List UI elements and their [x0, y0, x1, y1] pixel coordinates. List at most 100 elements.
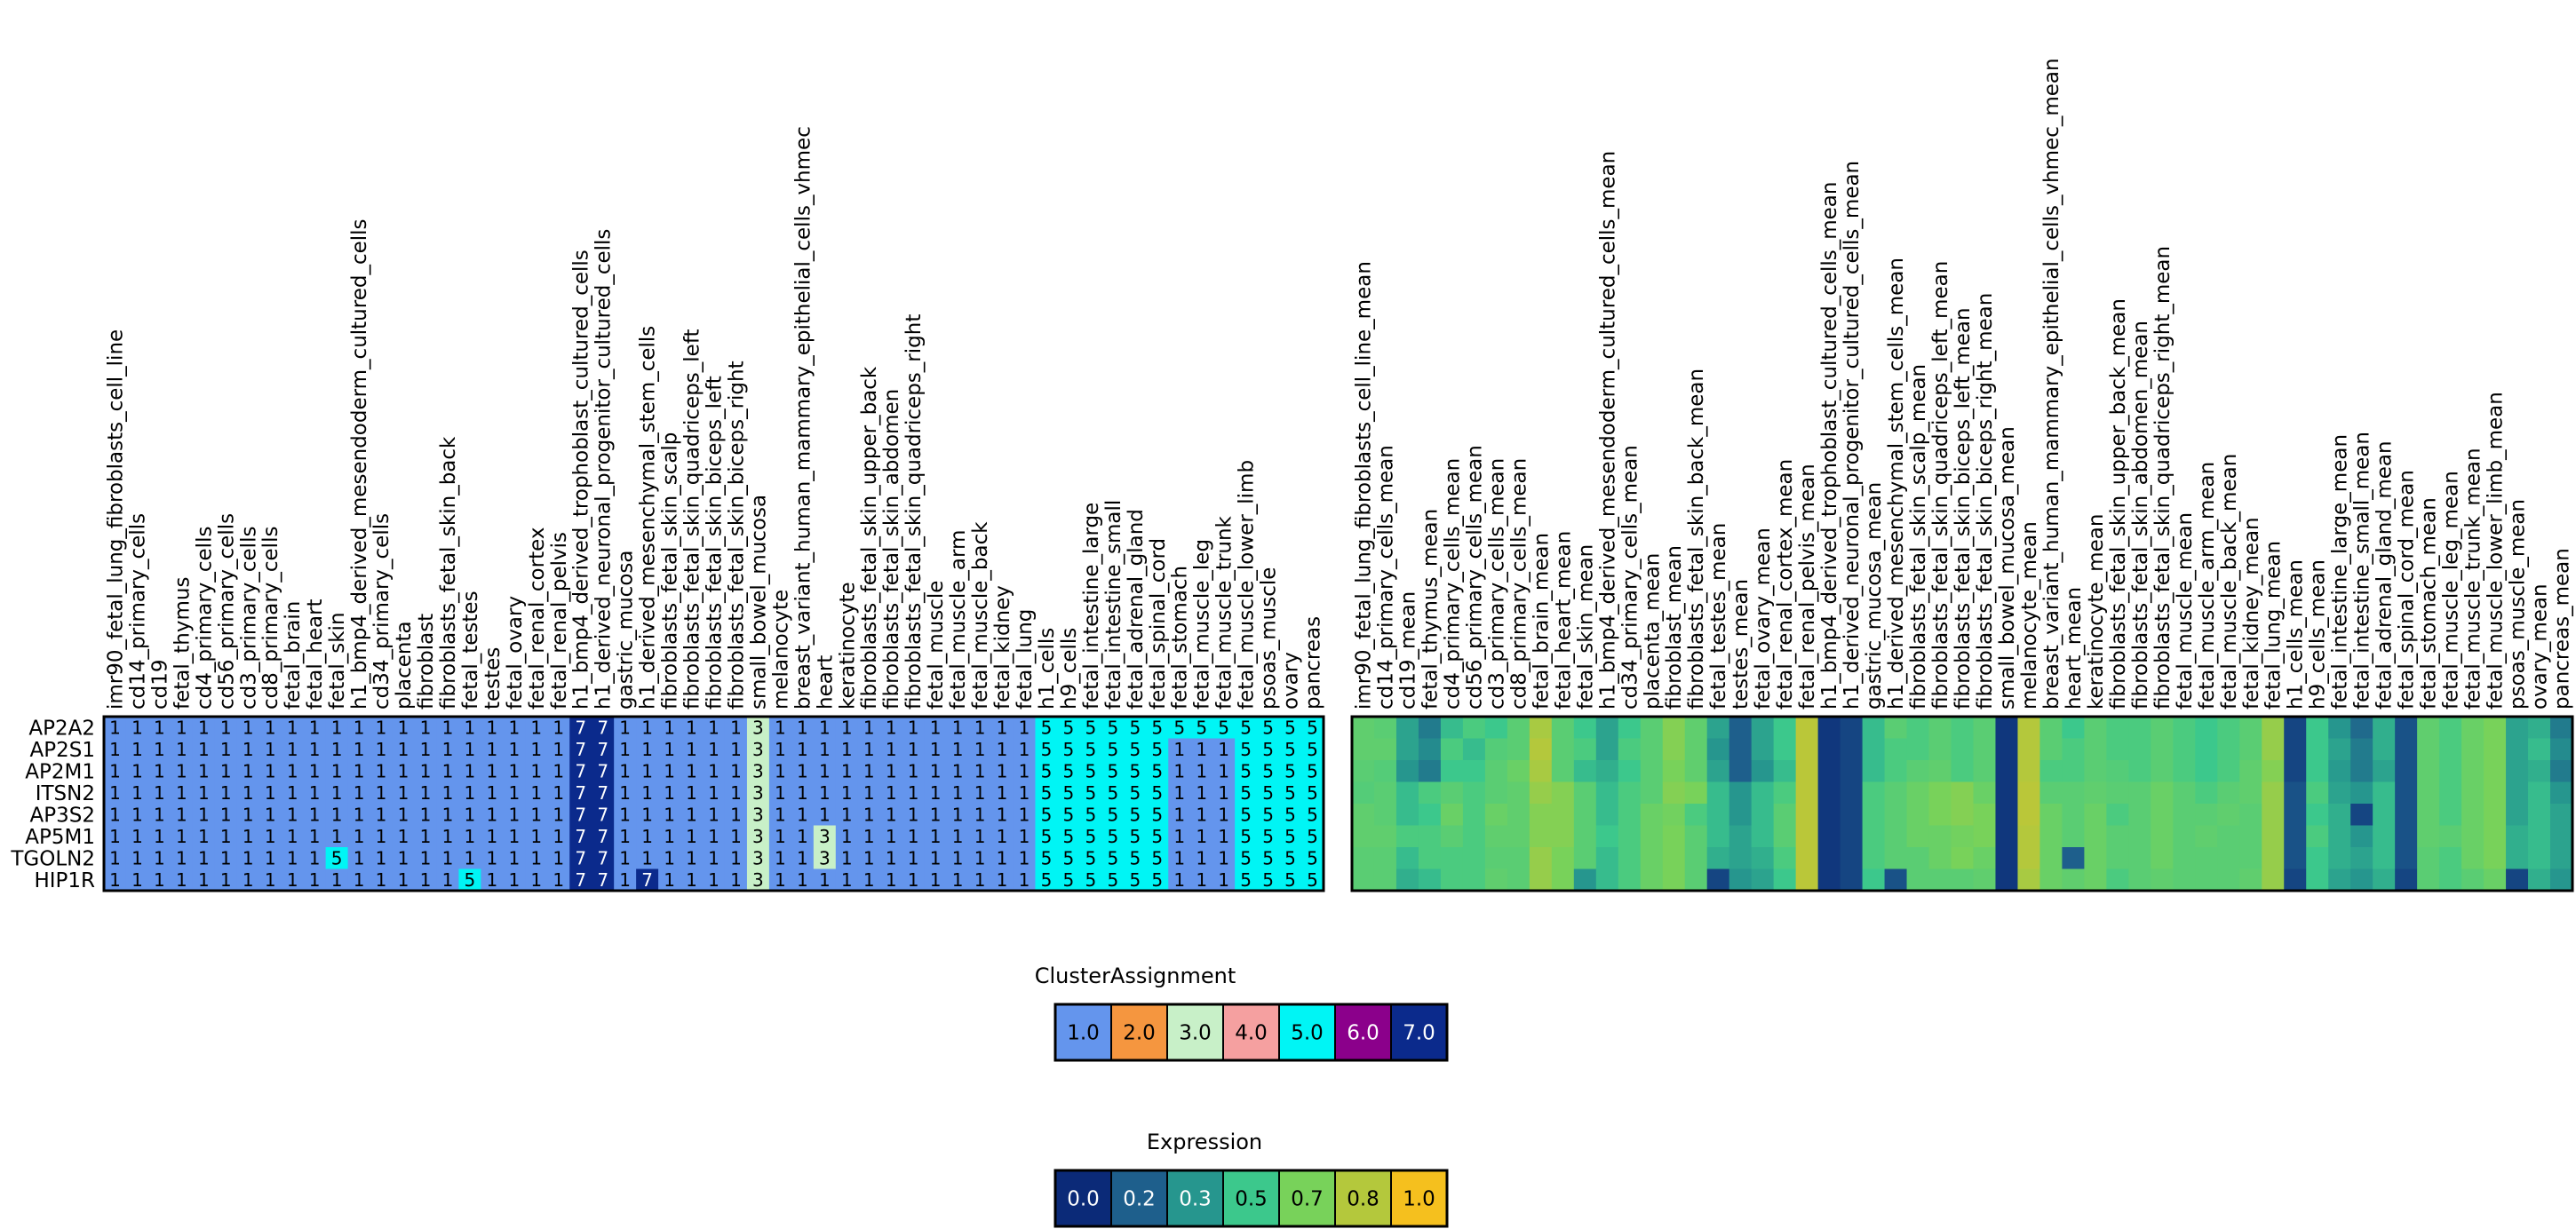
heatmap-cell	[1662, 868, 1686, 892]
cell-label: 1	[686, 826, 697, 847]
heatmap-cell	[968, 868, 992, 892]
heatmap-cell	[1928, 804, 1952, 826]
heatmap-cell	[104, 847, 127, 869]
heatmap-cell	[1773, 868, 1797, 892]
cell-label: 1	[908, 717, 919, 738]
heatmap-cell	[2062, 781, 2085, 805]
heatmap-cell	[2017, 760, 2040, 782]
cell-label: 1	[1173, 847, 1185, 868]
heatmap-cell	[2151, 847, 2174, 869]
cell-label: 1	[530, 717, 542, 738]
cell-label: 5	[1085, 782, 1097, 804]
cell-label: 1	[486, 760, 497, 781]
cell-label: 1	[465, 739, 476, 760]
heatmap-cell	[170, 717, 194, 739]
heatmap-cell	[2106, 825, 2129, 848]
heatmap-cell	[1906, 868, 1930, 892]
cell-label: 1	[908, 760, 919, 781]
heatmap-cell	[1862, 825, 1886, 848]
heatmap-cell	[614, 738, 637, 761]
heatmap-cell	[636, 847, 659, 869]
column-label: cd56_primary_cells_mean	[1463, 445, 1486, 710]
column-label: fetal_stomach_mean	[2418, 497, 2441, 710]
heatmap-cell	[1301, 717, 1324, 739]
heatmap-cell	[2328, 868, 2351, 892]
cell-label: 1	[220, 739, 232, 760]
heatmap-cell	[1168, 804, 1191, 826]
heatmap-cell	[2106, 804, 2129, 826]
heatmap-cell	[1462, 804, 1486, 826]
column-label: fetal_muscle_arm	[947, 530, 970, 710]
heatmap-cell	[924, 847, 948, 869]
cell-label: 1	[997, 760, 1008, 781]
heatmap-cell	[2284, 868, 2307, 892]
cell-label: 1	[886, 804, 897, 825]
cell-label: 1	[930, 760, 942, 781]
cell-label: 1	[841, 760, 853, 781]
heatmap-cell	[281, 825, 305, 848]
cell-label: 1	[952, 739, 964, 760]
cell-label: 1	[819, 782, 831, 804]
heatmap-cell	[1079, 847, 1102, 869]
legend-label: 0.0	[1067, 1188, 1100, 1211]
heatmap-cell	[347, 847, 371, 869]
column-label: melanocyte	[769, 590, 792, 710]
heatmap-cell	[1440, 760, 1464, 782]
heatmap-cell	[2306, 717, 2329, 739]
heatmap-cell	[525, 868, 548, 892]
cell-label: 1	[863, 804, 875, 825]
heatmap-cell	[2151, 717, 2174, 739]
cell-label: 1	[198, 782, 210, 804]
heatmap-cell	[1551, 717, 1575, 739]
heatmap-cell	[481, 868, 504, 892]
column-label: fibroblast	[415, 614, 438, 710]
column-label: fetal_spinal_cord_mean	[2396, 470, 2419, 710]
heatmap-cell	[2328, 847, 2351, 869]
cell-label: 7	[575, 804, 586, 825]
heatmap-cell	[2195, 717, 2218, 739]
heatmap-cell	[2151, 868, 2174, 892]
heatmap-cell	[1662, 825, 1686, 848]
cell-label: 1	[819, 739, 831, 760]
cell-label: 1	[553, 782, 564, 804]
cell-label: 1	[730, 760, 742, 781]
heatmap-cell	[1057, 868, 1080, 892]
heatmap-cell	[147, 781, 171, 805]
cell-label: 1	[619, 826, 631, 847]
heatmap-cell	[392, 847, 415, 869]
heatmap-cell	[946, 738, 970, 761]
heatmap-cell	[1684, 738, 1708, 761]
heatmap-cell	[2439, 804, 2462, 826]
cell-label: 1	[176, 739, 187, 760]
heatmap-cell	[2373, 781, 2396, 805]
column-label: fibroblasts_fetal_skin_biceps_right_mean	[1974, 293, 1997, 710]
heatmap-cell	[2373, 717, 2396, 739]
heatmap-cell	[1618, 738, 1642, 761]
cell-label: 1	[376, 869, 387, 891]
cell-label: 1	[1019, 760, 1030, 781]
heatmap-cell	[569, 847, 592, 869]
cell-label: 1	[797, 782, 808, 804]
heatmap-cell	[370, 825, 394, 848]
heatmap-cell	[2439, 738, 2462, 761]
heatmap-cell	[1618, 717, 1642, 739]
heatmap-cell	[436, 868, 459, 892]
column-label: pancreas_mean	[2551, 548, 2574, 710]
heatmap-cell	[614, 804, 637, 826]
cell-label: 5	[1284, 739, 1296, 760]
heatmap-cell	[2484, 847, 2507, 869]
heatmap-cell	[370, 804, 394, 826]
heatmap-cell	[104, 804, 127, 826]
cell-label: 1	[508, 760, 520, 781]
column-label: fetal_adrenal_gland	[1125, 509, 1148, 710]
heatmap-cell	[946, 868, 970, 892]
heatmap-cell	[1190, 804, 1213, 826]
heatmap-cell	[857, 825, 881, 848]
heatmap-cell	[946, 760, 970, 782]
heatmap-cell	[924, 717, 948, 739]
heatmap-cell	[104, 738, 127, 761]
column-label: fetal_kidney	[991, 585, 1014, 710]
heatmap-cell	[2484, 760, 2507, 782]
heatmap-cell	[458, 825, 481, 848]
heatmap-cell	[1235, 868, 1258, 892]
